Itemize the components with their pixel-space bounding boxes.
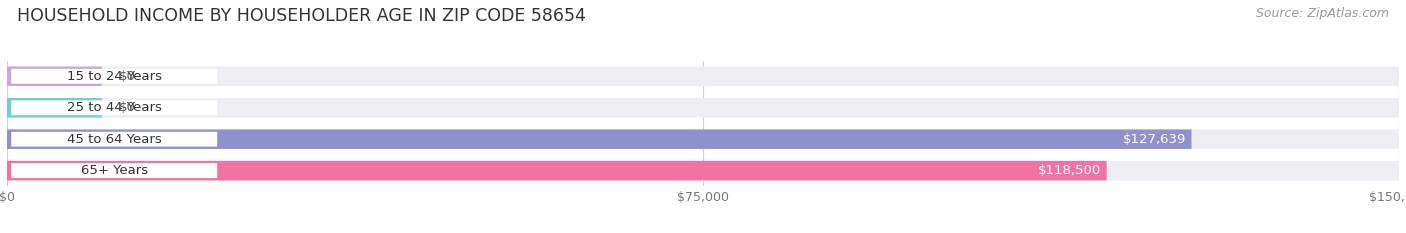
FancyBboxPatch shape [7, 98, 101, 117]
FancyBboxPatch shape [7, 130, 1399, 149]
FancyBboxPatch shape [7, 67, 101, 86]
Text: 45 to 64 Years: 45 to 64 Years [67, 133, 162, 146]
FancyBboxPatch shape [7, 130, 1191, 149]
Text: $0: $0 [118, 101, 135, 114]
FancyBboxPatch shape [11, 132, 217, 147]
FancyBboxPatch shape [7, 67, 1399, 86]
FancyBboxPatch shape [11, 100, 217, 115]
Text: Source: ZipAtlas.com: Source: ZipAtlas.com [1256, 7, 1389, 20]
Text: 15 to 24 Years: 15 to 24 Years [66, 70, 162, 83]
FancyBboxPatch shape [11, 69, 217, 84]
FancyBboxPatch shape [11, 163, 217, 178]
Text: 65+ Years: 65+ Years [80, 164, 148, 177]
Text: $0: $0 [118, 70, 135, 83]
FancyBboxPatch shape [7, 161, 1399, 180]
Text: $118,500: $118,500 [1038, 164, 1101, 177]
Text: 25 to 44 Years: 25 to 44 Years [66, 101, 162, 114]
Text: HOUSEHOLD INCOME BY HOUSEHOLDER AGE IN ZIP CODE 58654: HOUSEHOLD INCOME BY HOUSEHOLDER AGE IN Z… [17, 7, 586, 25]
FancyBboxPatch shape [7, 98, 1399, 117]
FancyBboxPatch shape [7, 161, 1107, 180]
Text: $127,639: $127,639 [1122, 133, 1185, 146]
